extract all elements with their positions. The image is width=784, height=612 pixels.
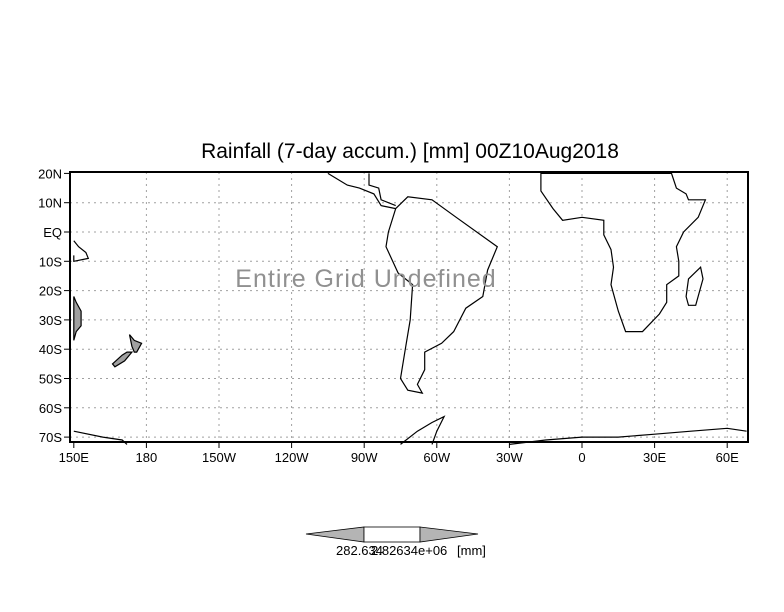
new-guinea-coast	[73, 240, 90, 263]
lon-tick-label: 0	[578, 450, 585, 465]
antarctica-peninsula	[400, 415, 446, 445]
colorbar-right-triangle	[419, 526, 479, 543]
map-title: Rainfall (7-day accum.) [mm] 00Z10Aug201…	[201, 140, 619, 163]
colorbar: 282.634 2.82634e+06 [mm]	[305, 526, 486, 558]
colorbar-min-label: 282.634	[336, 543, 383, 558]
new-zealand-north	[128, 334, 143, 353]
lon-tick-label: 60E	[716, 450, 739, 465]
lon-tick-label: 60W	[423, 450, 450, 465]
south-america-coast	[385, 196, 499, 394]
lon-tick-label: 180	[136, 450, 158, 465]
lat-tick-label: 10N	[38, 196, 62, 211]
grid-lines	[70, 172, 748, 442]
plot-frame	[69, 171, 749, 443]
new-zealand-south	[111, 351, 134, 368]
lat-tick-label: 20N	[38, 166, 62, 181]
caribbean-coast	[368, 173, 396, 207]
lon-tick-label: 90W	[351, 450, 378, 465]
africa-coast	[540, 172, 707, 333]
lat-tick-label: 50S	[39, 372, 62, 387]
latitude-axis: 20N 10N EQ 10S 20S 30S 40S 50S 60S 70S	[38, 166, 70, 445]
australia-land	[73, 296, 82, 341]
lon-tick-label: 30E	[643, 450, 666, 465]
lon-tick-label: 120W	[275, 450, 310, 465]
colorbar-max-label: 2.82634e+06	[371, 543, 447, 558]
lat-tick-label: 40S	[39, 342, 62, 357]
colorbar-center-box	[363, 526, 421, 543]
lat-tick-label: EQ	[43, 225, 62, 240]
undefined-grid-message: Entire Grid Undefined	[235, 265, 496, 293]
lat-tick-label: 70S	[39, 430, 62, 445]
antarctica-coast-east	[509, 427, 747, 445]
lat-tick-label: 20S	[39, 284, 62, 299]
longitude-axis: 150E 180 150W 120W 90W 60W 30W 0 30E 60E	[59, 442, 739, 465]
coastlines	[73, 172, 747, 445]
central-america-coast	[327, 172, 396, 210]
lon-tick-label: 30W	[496, 450, 523, 465]
lat-tick-label: 60S	[39, 401, 62, 416]
lon-tick-label: 150W	[202, 450, 237, 465]
colorbar-unit-label: [mm]	[457, 543, 486, 558]
lat-tick-label: 30S	[39, 313, 62, 328]
lon-tick-label: 150E	[59, 450, 90, 465]
lat-tick-label: 10S	[39, 254, 62, 269]
madagascar-coast	[685, 266, 704, 306]
colorbar-left-triangle	[305, 526, 365, 543]
